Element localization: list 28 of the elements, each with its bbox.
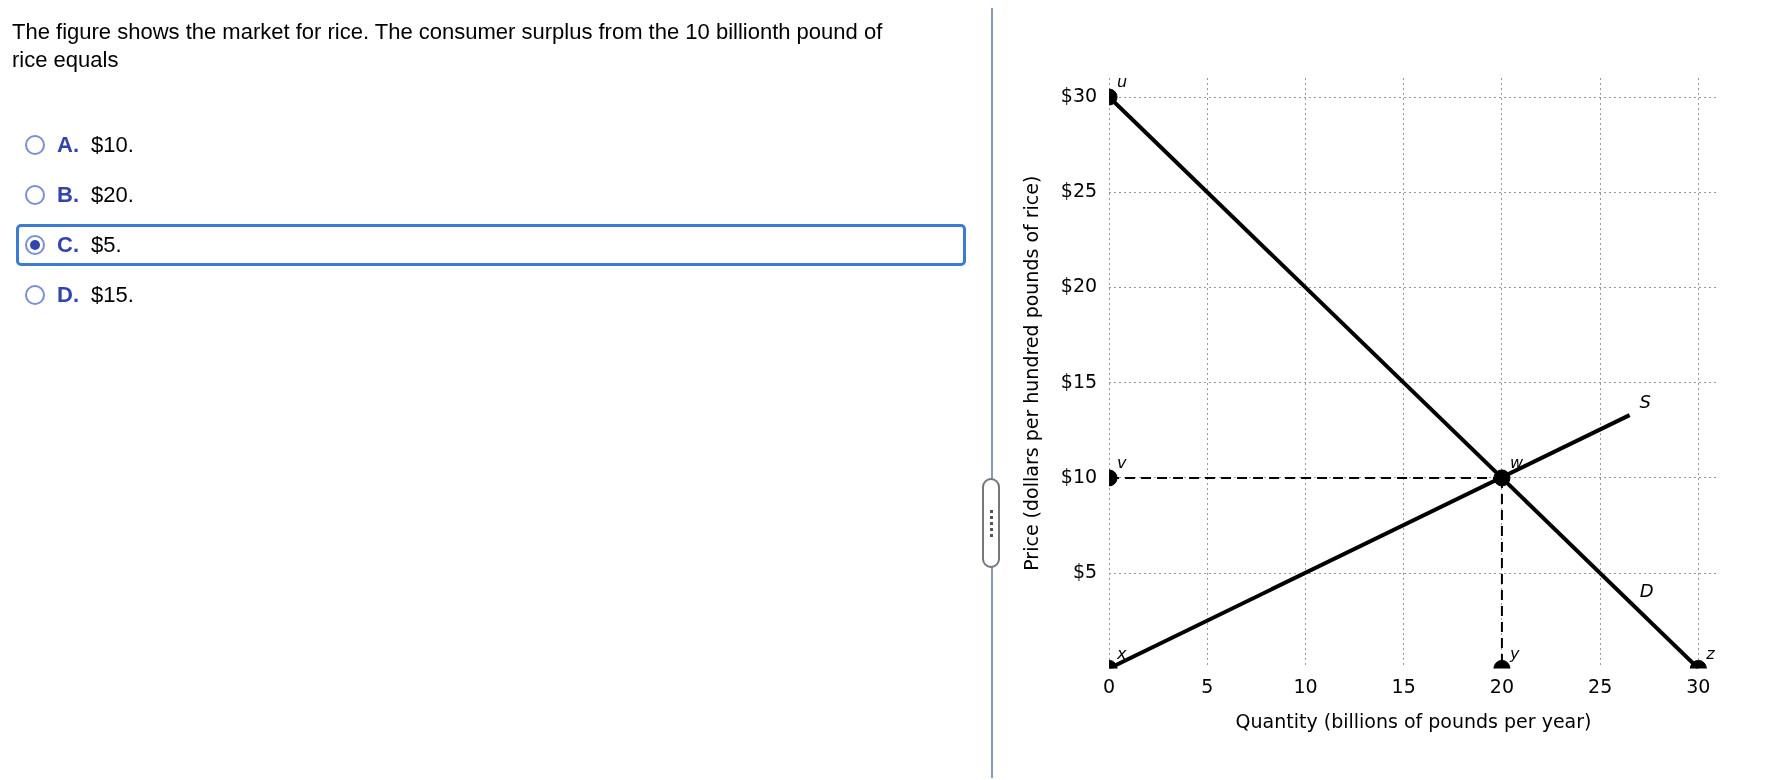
x-tick-label: 20 xyxy=(1489,674,1515,697)
annotation: y xyxy=(1508,643,1520,663)
x-tick-label: 10 xyxy=(1293,674,1318,697)
series-label: S xyxy=(1639,390,1652,412)
series-label: D xyxy=(1639,579,1654,601)
y-tick-label: $5 xyxy=(1072,560,1098,583)
annotation: v xyxy=(1117,453,1128,473)
text: A. $10. xyxy=(57,132,134,158)
y-tick-label: $15 xyxy=(1060,369,1098,392)
y-tick-label: $10 xyxy=(1060,464,1098,487)
x-tick-label: 15 xyxy=(1391,674,1416,697)
x-tick-label: 25 xyxy=(1588,674,1613,697)
text: The figure shows the market for rice. The consumer surplus from the 10 billionth pound of rice equals xyxy=(12,18,884,74)
x-tick-label: 0 xyxy=(1103,674,1116,697)
text: D. $15. xyxy=(57,282,134,308)
annotation: u xyxy=(1117,72,1128,92)
annotation: x xyxy=(1116,643,1128,663)
y-axis-title: Price (dollars per hundred pounds of rice) xyxy=(1020,175,1043,571)
y-tick-label: $30 xyxy=(1060,83,1098,106)
x-axis-title: Quantity (billions of pounds per year) xyxy=(1235,709,1592,732)
annotation: z xyxy=(1705,643,1716,663)
annotation: w xyxy=(1509,453,1524,473)
text: B. $20. xyxy=(57,182,134,208)
y-tick-label: $20 xyxy=(1060,274,1098,297)
y-tick-label: $25 xyxy=(1060,179,1098,202)
x-tick-label: 5 xyxy=(1201,674,1214,697)
x-tick-label: 30 xyxy=(1686,674,1711,697)
text: C. $5. xyxy=(57,232,122,258)
